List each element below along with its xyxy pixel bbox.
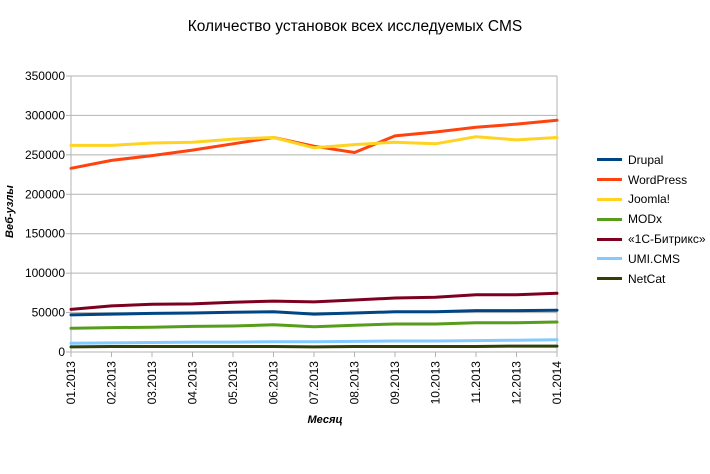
x-tick-label: 06.2013 bbox=[267, 361, 281, 405]
legend-swatch bbox=[597, 197, 622, 201]
x-tick-label: 11.2013 bbox=[469, 361, 483, 404]
x-tick-label: 02.2013 bbox=[105, 361, 119, 405]
legend-item: Drupal bbox=[597, 150, 706, 170]
legend-label: Drupal bbox=[628, 152, 664, 167]
legend-swatch bbox=[597, 257, 622, 261]
series-line bbox=[69, 338, 559, 345]
x-tick-label: 10.2013 bbox=[429, 361, 443, 405]
x-tick-label: 08.2013 bbox=[348, 361, 362, 405]
legend-label: UMI.CMS bbox=[628, 251, 680, 266]
series-line bbox=[69, 308, 559, 317]
legend-swatch bbox=[597, 178, 622, 182]
x-tick-label: 05.2013 bbox=[226, 361, 240, 405]
x-tick-label: 04.2013 bbox=[186, 361, 200, 405]
series-line bbox=[69, 320, 559, 330]
legend-item: UMI.CMS bbox=[597, 249, 706, 269]
legend-swatch bbox=[597, 158, 622, 162]
series-line bbox=[69, 291, 559, 311]
y-tick-label: 250000 bbox=[25, 148, 65, 162]
y-tick-label: 100000 bbox=[25, 266, 65, 280]
legend-swatch bbox=[597, 277, 622, 281]
chart-title: Количество установок всех исследуемых CM… bbox=[187, 18, 523, 35]
y-tick-label: 350000 bbox=[25, 69, 65, 83]
x-tick-label: 01.2014 bbox=[550, 361, 564, 405]
x-tick-label: 01.2013 bbox=[64, 361, 78, 405]
legend-item: MODx bbox=[597, 209, 706, 229]
legend-label: Joomla! bbox=[628, 192, 671, 207]
y-tick-label: 150000 bbox=[25, 227, 65, 241]
y-tick-label: 300000 bbox=[25, 108, 65, 122]
x-tick-label: 03.2013 bbox=[145, 361, 159, 405]
x-tick-label: 07.2013 bbox=[307, 361, 321, 405]
legend-item: «1С-Битрикс» bbox=[597, 229, 706, 249]
legend-item: WordPress bbox=[597, 170, 706, 190]
y-tick-label: 50000 bbox=[32, 306, 66, 320]
series-line bbox=[69, 135, 559, 150]
series-line bbox=[69, 344, 559, 349]
series-line bbox=[69, 118, 559, 170]
legend: Drupal WordPress Joomla! MODx «1С-Битрикс» UM… bbox=[597, 150, 706, 289]
legend-swatch bbox=[597, 237, 622, 241]
y-tick-label: 200000 bbox=[25, 187, 65, 201]
legend-label: «1С-Битрикс» bbox=[628, 232, 706, 247]
legend-label: NetCat bbox=[628, 271, 666, 286]
x-axis-label: Месяц bbox=[307, 414, 343, 426]
legend-swatch bbox=[597, 217, 622, 221]
legend-label: MODx bbox=[628, 212, 662, 227]
x-tick-label: 12.2013 bbox=[510, 361, 524, 405]
legend-item: Joomla! bbox=[597, 190, 706, 210]
legend-label: WordPress bbox=[628, 172, 688, 187]
y-tick-label: 0 bbox=[58, 345, 65, 359]
x-tick-label: 09.2013 bbox=[388, 361, 402, 405]
legend-item: NetCat bbox=[597, 269, 706, 289]
